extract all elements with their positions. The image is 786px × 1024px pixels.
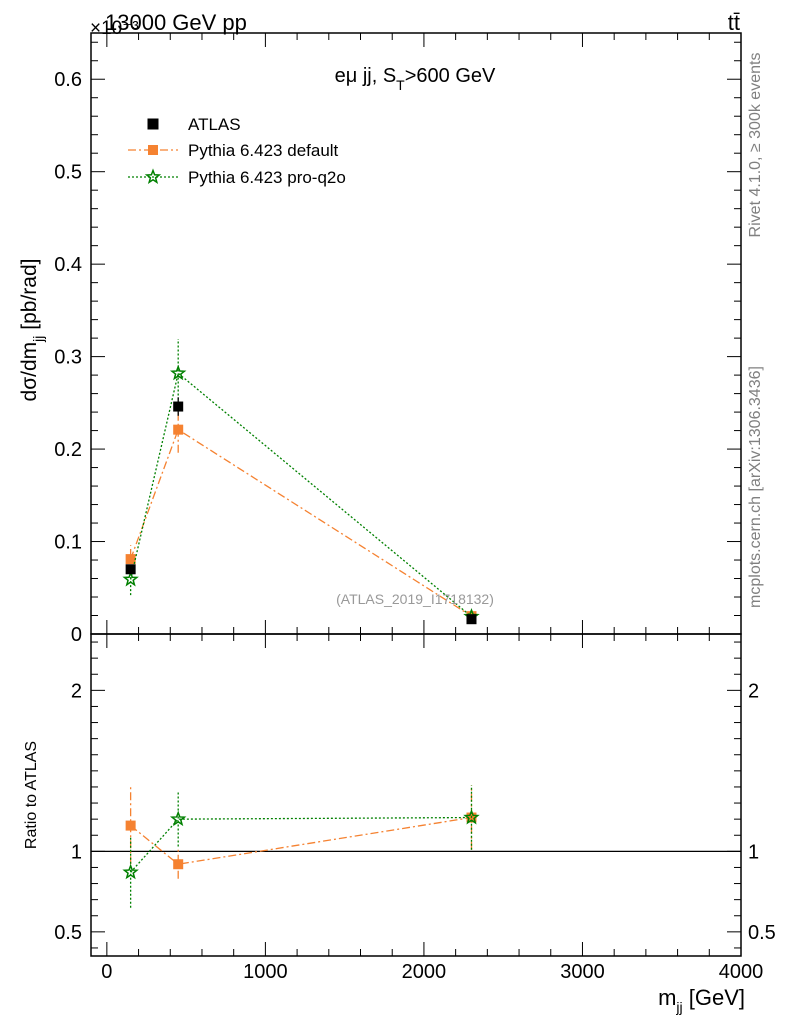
- x-axis-label: mjj [GeV]: [658, 985, 745, 1015]
- ratio-series-pythia-6-423-default: [125, 785, 477, 879]
- analysis-watermark: (ATLAS_2019_I1718132): [336, 591, 494, 607]
- ratio-series-pythia-6-423-pro-q2o: [122, 785, 480, 908]
- ratio-point: [173, 859, 184, 870]
- data-point: [169, 364, 187, 381]
- ratio-tick-label: 2: [71, 680, 82, 702]
- y-axis-label-subscript: jj: [30, 336, 46, 343]
- data-point: [125, 564, 136, 575]
- legend-label: Pythia 6.423 default: [188, 141, 339, 160]
- series-pythia-6-423-pro-q2o: [122, 339, 480, 624]
- legend-entry: Pythia 6.423 pro-q2o: [128, 168, 346, 187]
- x-tick-label: 2000: [402, 961, 447, 983]
- y-tick-label: 0: [71, 624, 82, 646]
- y-tick-label: 0.4: [54, 254, 82, 276]
- y-tick-label: 0.3: [54, 347, 82, 369]
- mcplots-reference-label: mcplots.cern.ch [arXiv:1306.3436]: [747, 366, 764, 608]
- ratio-point: [169, 810, 187, 827]
- x-tick-label: 1000: [243, 961, 288, 983]
- legend: ATLAS Pythia 6.423 default Pythia 6.423 pr…: [128, 115, 346, 187]
- chart-title: eμ jj, ST>600 GeV: [335, 65, 496, 93]
- data-point: [466, 614, 477, 625]
- frame-layer: [90, 32, 742, 957]
- series-line: [130, 372, 472, 618]
- x-axis-label-tail: [GeV]: [683, 985, 745, 1010]
- ratio-tick-label: 1: [71, 841, 82, 863]
- y-axis-exponent: ×10⁻³: [90, 18, 139, 39]
- chart-title-main: eμ jj, S: [335, 65, 397, 87]
- ratio-point: [122, 863, 139, 880]
- legend-marker: [147, 118, 159, 130]
- legend-entry: Pythia 6.423 default: [128, 141, 339, 160]
- data-point: [173, 424, 184, 435]
- ratio-point: [125, 820, 136, 831]
- data-point: [122, 570, 139, 587]
- x-tick-label: 3000: [560, 961, 605, 983]
- ratio-tick-label: 0.5: [54, 922, 82, 944]
- legend-label: Pythia 6.423 pro-q2o: [188, 168, 346, 187]
- ratio-line: [130, 816, 472, 865]
- ratio-tick-label-right: 0.5: [748, 922, 776, 944]
- header-process-label: 13000 GeV pp: [105, 10, 247, 35]
- y-axis-label-tail: [pb/rad]: [18, 259, 41, 336]
- tick-layer: 0 1000 2000 3000 4000 0 0.1 0.2 0.3 0.4 0.5 0.6 0.5 0…: [54, 33, 776, 983]
- legend-label: ATLAS: [188, 115, 241, 134]
- legend-marker: [148, 145, 158, 155]
- data-point: [173, 401, 184, 412]
- y-axis-label: dσ/dmjj [pb/rad]: [18, 259, 46, 402]
- y-tick-label: 0.2: [54, 439, 82, 461]
- header-final-state-label: tt̄: [728, 10, 740, 35]
- ratio-tick-label-right: 2: [748, 680, 759, 702]
- series-atlas: [125, 397, 477, 625]
- y-tick-label: 0.5: [54, 162, 82, 184]
- series-pythia-6-423-default: [125, 406, 477, 622]
- ratio-plot-frame: [90, 633, 742, 957]
- legend-marker: [144, 168, 162, 184]
- ratio-point: [463, 808, 480, 825]
- series-layer: [122, 339, 480, 908]
- chart-title-subscript: T: [396, 77, 405, 93]
- ratio-axis-label: Ratio to ATLAS: [23, 741, 40, 849]
- y-axis-label-main: dσ/dm: [18, 342, 41, 402]
- x-tick-label: 0: [101, 961, 112, 983]
- data-point: [125, 554, 136, 565]
- chart-title-tail: >600 GeV: [405, 65, 496, 87]
- y-tick-label: 0.1: [54, 532, 82, 554]
- x-tick-label: 4000: [719, 961, 764, 983]
- ratio-tick-label-right: 1: [748, 841, 759, 863]
- y-tick-label: 0.6: [54, 69, 82, 91]
- legend-entry: ATLAS: [147, 115, 241, 134]
- x-axis-label-subscript: jj: [675, 999, 682, 1015]
- rivet-version-label: Rivet 4.1.0, ≥ 300k events: [747, 53, 764, 238]
- series-line: [130, 428, 472, 617]
- x-axis-label-main: m: [658, 985, 676, 1010]
